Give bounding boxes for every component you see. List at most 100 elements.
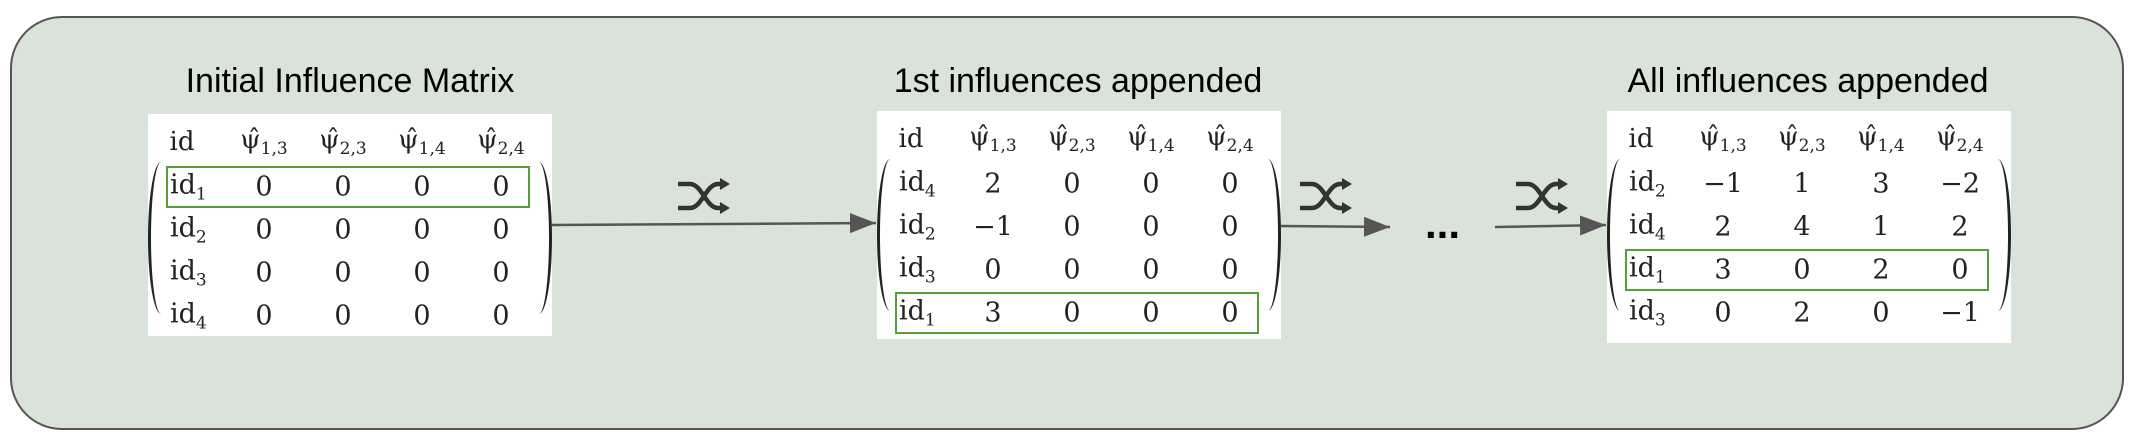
row-id: id1 (899, 296, 936, 331)
matrix-cell: 0 (1142, 297, 1160, 329)
column-header-psi: ψ̂2,3 (1048, 122, 1095, 156)
row-id-subscript: 2 (924, 224, 936, 245)
psi-subscript: 1,3 (260, 139, 288, 159)
right-parenthesis (1989, 159, 2011, 311)
matrix-cell: 3 (984, 297, 1002, 329)
row-id-label: id (899, 166, 925, 198)
matrix-cell: 2 (1951, 211, 1969, 243)
row-id-subscript: 1 (195, 184, 207, 205)
matrix-cell: 0 (1221, 254, 1239, 286)
matrix-cell: 0 (255, 257, 273, 289)
column-header-psi: ψ̂2,3 (1778, 122, 1825, 156)
row-id-subscript: 1 (924, 310, 936, 331)
matrix-cell: 0 (334, 257, 352, 289)
psi-symbol: ψ̂ (1699, 122, 1720, 152)
psi-subscript: 1,4 (1147, 136, 1175, 156)
matrix-cell: 2 (1793, 297, 1811, 329)
matrix-cell: 0 (413, 214, 431, 246)
psi-subscript: 1,4 (418, 139, 446, 159)
matrix-cell: 3 (1714, 254, 1732, 286)
row-id-label: id (170, 255, 196, 287)
row-id-label: id (1629, 295, 1655, 327)
psi-symbol: ψ̂ (1127, 122, 1148, 152)
psi-symbol: ψ̂ (1936, 122, 1957, 152)
row-id: id2 (899, 210, 936, 245)
matrix-cell: −1 (973, 211, 1013, 243)
matrix-cell: 0 (413, 300, 431, 332)
row-id-subscript: 3 (924, 267, 936, 288)
matrix-cell: 0 (255, 171, 273, 203)
matrix-cell: 2 (1872, 254, 1890, 286)
psi-subscript: 1,3 (1719, 136, 1747, 156)
psi-subscript: 2,3 (1068, 136, 1096, 156)
row-id: id4 (899, 167, 936, 202)
arrow-1 (551, 213, 877, 234)
matrix-cell: 0 (1951, 254, 1969, 286)
highlighted-row (1625, 249, 1989, 291)
matrix-cell: 0 (492, 300, 510, 332)
psi-subscript: 2,4 (497, 139, 525, 159)
highlighted-row (166, 166, 530, 208)
arrow-3 (1494, 215, 1607, 236)
row-id-subscript: 3 (1654, 310, 1666, 331)
matrix-cell: 0 (1063, 254, 1081, 286)
matrix-cell: 0 (492, 171, 510, 203)
title-all-appended: All influences appended (1627, 62, 1989, 100)
row-id-label: id (170, 169, 196, 201)
matrix-cell: 0 (1142, 211, 1160, 243)
column-header-psi: ψ̂1,4 (1857, 122, 1904, 156)
matrix-cell: 0 (1063, 297, 1081, 329)
column-header-id: id (169, 127, 195, 157)
matrix-cell: 4 (1793, 211, 1811, 243)
matrix-cell: 0 (492, 257, 510, 289)
row-id: id3 (170, 256, 207, 291)
psi-subscript: 2,4 (1226, 136, 1254, 156)
row-id: id2 (1629, 167, 1666, 202)
left-parenthesis (148, 162, 170, 314)
row-id: id3 (1629, 296, 1666, 331)
column-header-psi: ψ̂2,4 (1206, 122, 1253, 156)
psi-symbol: ψ̂ (477, 125, 498, 155)
column-header-id: id (898, 124, 924, 154)
title-initial-matrix: Initial Influence Matrix (185, 62, 515, 100)
matrix-cell: 0 (492, 214, 510, 246)
row-id-label: id (1629, 166, 1655, 198)
row-id-subscript: 2 (195, 227, 207, 248)
shuffle-icon (678, 178, 730, 214)
column-header-psi: ψ̂1,4 (1127, 122, 1174, 156)
matrix-cell: 0 (1221, 297, 1239, 329)
title-first-appended: 1st influences appended (893, 62, 1263, 100)
column-header-psi: ψ̂2,3 (319, 125, 366, 159)
matrix-cell: 0 (255, 300, 273, 332)
matrix-cell: 0 (1714, 297, 1732, 329)
matrix-cell: 0 (1221, 211, 1239, 243)
row-id-label: id (899, 252, 925, 284)
psi-subscript: 1,4 (1877, 136, 1905, 156)
matrix-cell: 0 (984, 254, 1002, 286)
matrix-cell: 0 (413, 171, 431, 203)
psi-subscript: 1,3 (989, 136, 1017, 156)
matrix-cell: 0 (255, 214, 273, 246)
column-header-id: id (1628, 124, 1654, 154)
matrix-first-appended: id ψ̂1,3 ψ̂2,3 ψ̂1,4 ψ̂2,4 id4 2 0 0 0 id2 −1 0 0 0 id3… (877, 111, 1281, 339)
row-id: id4 (1629, 210, 1666, 245)
column-header-psi: ψ̂1,3 (969, 122, 1016, 156)
row-id-subscript: 4 (195, 313, 207, 334)
matrix-cell: 0 (1872, 297, 1890, 329)
row-id-subscript: 2 (1654, 181, 1666, 202)
psi-symbol: ψ̂ (1206, 122, 1227, 152)
matrix-cell: 3 (1872, 168, 1890, 200)
psi-symbol: ψ̂ (1778, 122, 1799, 152)
psi-symbol: ψ̂ (240, 125, 261, 155)
psi-symbol: ψ̂ (1048, 122, 1069, 152)
psi-symbol: ψ̂ (398, 125, 419, 155)
shuffle-icon (1516, 178, 1568, 214)
matrix-cell: 0 (1063, 211, 1081, 243)
matrix-cell: 0 (334, 300, 352, 332)
column-header-psi: ψ̂1,3 (240, 125, 287, 159)
row-id: id3 (899, 253, 936, 288)
row-id: id4 (170, 299, 207, 334)
matrix-cell: 0 (413, 257, 431, 289)
psi-subscript: 2,3 (1798, 136, 1826, 156)
